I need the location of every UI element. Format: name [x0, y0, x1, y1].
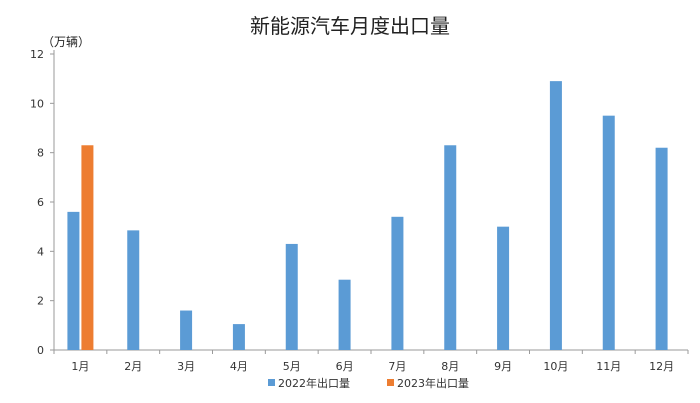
x-tick-label: 12月 — [649, 360, 674, 373]
x-tick-label: 3月 — [177, 360, 195, 373]
bar-2022-6 — [338, 279, 351, 350]
bar-2022-1 — [67, 211, 80, 350]
y-tick-label: 8 — [37, 147, 44, 160]
y-tick-label: 10 — [30, 97, 44, 110]
bar-2022-11 — [602, 115, 615, 351]
bar-2023-1 — [81, 145, 94, 350]
x-tick-label: 2月 — [124, 360, 142, 373]
x-tick-label: 1月 — [71, 360, 89, 373]
legend-swatch-2022 — [268, 379, 275, 386]
y-tick-label: 6 — [37, 196, 44, 209]
y-axis-unit-label: （万辆） — [42, 35, 91, 49]
bar-2022-7 — [391, 216, 404, 350]
bar-2022-12 — [655, 147, 668, 350]
bar-2022-2 — [127, 230, 140, 350]
x-tick-label: 7月 — [388, 360, 406, 373]
bar-2022-8 — [444, 145, 457, 350]
bar-2022-4 — [232, 324, 245, 350]
legend-label-2023: 2023年出口量 — [397, 376, 469, 390]
x-tick-label: 8月 — [441, 360, 459, 373]
bar-2022-9 — [497, 226, 510, 350]
bar-2022-10 — [549, 81, 562, 350]
y-tick-label: 0 — [37, 344, 44, 357]
bar-2022-5 — [285, 243, 298, 350]
x-tick-label: 10月 — [543, 360, 568, 373]
x-tick-label: 11月 — [596, 360, 621, 373]
x-tick-label: 9月 — [494, 360, 512, 373]
legend-swatch-2023 — [387, 379, 394, 386]
legend-label-2022: 2022年出口量 — [278, 376, 350, 390]
y-tick-label: 2 — [37, 295, 44, 308]
y-tick-label: 4 — [37, 245, 44, 258]
x-tick-label: 6月 — [336, 360, 354, 373]
bar-2022-3 — [180, 310, 193, 350]
y-tick-label: 12 — [30, 48, 44, 61]
x-tick-label: 4月 — [230, 360, 248, 373]
x-tick-label: 5月 — [283, 360, 301, 373]
chart-title: 新能源汽车月度出口量 — [250, 14, 450, 38]
